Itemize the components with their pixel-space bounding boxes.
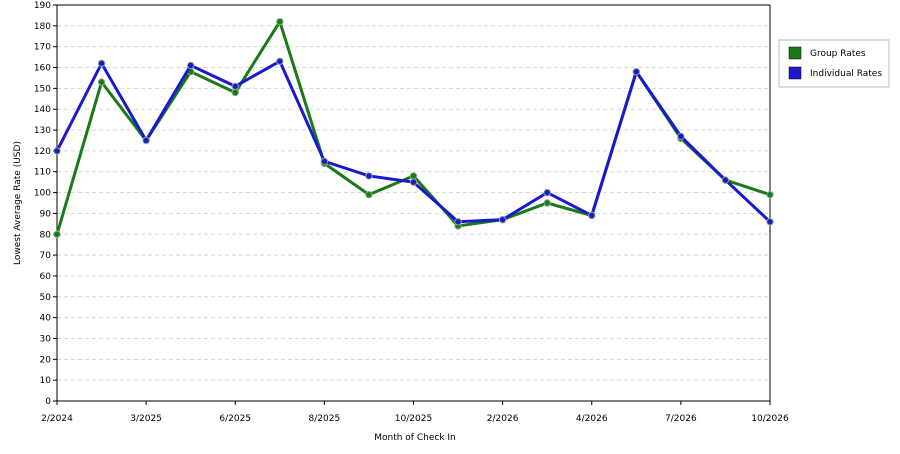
data-point (97, 78, 106, 86)
data-point (320, 157, 329, 166)
y-tick-label: 30 (40, 334, 52, 344)
data-point (365, 172, 373, 180)
data-point (186, 61, 195, 70)
x-tick-label: 6/2025 (219, 414, 251, 424)
data-point (231, 88, 239, 97)
y-tick-label: 130 (34, 126, 51, 136)
y-tick-label: 150 (34, 84, 51, 94)
data-point (766, 190, 774, 199)
y-axis-label: Lowest Average Rate (USD) (13, 141, 23, 265)
data-point (231, 82, 239, 90)
y-tick-label: 50 (40, 293, 52, 303)
y-tick-label: 70 (40, 251, 52, 261)
y-tick-label: 120 (34, 147, 51, 157)
y-tick-label: 110 (34, 168, 51, 178)
data-point (276, 17, 284, 26)
data-point (543, 199, 551, 207)
data-point (276, 57, 284, 65)
x-tick-label: 4/2026 (576, 414, 608, 424)
y-tick-label: 80 (40, 230, 52, 240)
y-tick-label: 140 (34, 105, 51, 115)
y-tick-label: 20 (40, 355, 52, 365)
data-point (409, 172, 418, 180)
legend-swatch (788, 46, 802, 60)
data-point (409, 178, 418, 186)
data-point (53, 147, 61, 155)
data-point (454, 218, 462, 226)
data-point (721, 176, 730, 184)
x-tick-label: 8/2025 (309, 414, 341, 424)
data-point (588, 211, 596, 220)
x-tick-label: 7/2026 (665, 414, 697, 424)
y-tick-label: 190 (34, 1, 51, 11)
data-point (498, 215, 507, 224)
x-axis-label: Month of Check In (374, 433, 456, 443)
data-point (142, 136, 150, 145)
legend-label: Individual Rates (810, 69, 882, 79)
y-tick-label: 0 (45, 397, 51, 407)
x-tick-label: 10/2026 (751, 414, 789, 424)
y-tick-label: 10 (40, 376, 52, 386)
x-tick-label: 10/2025 (395, 414, 432, 424)
x-tick-label: 2/2024 (41, 414, 73, 424)
y-tick-label: 40 (40, 314, 52, 324)
data-point (632, 67, 641, 76)
data-point (766, 218, 774, 226)
y-tick-label: 100 (34, 189, 51, 199)
y-tick-label: 160 (34, 64, 51, 74)
y-tick-label: 180 (34, 22, 51, 32)
plot-area (57, 5, 770, 401)
data-point (543, 188, 551, 197)
y-tick-label: 170 (34, 43, 51, 53)
data-point (53, 230, 61, 238)
x-tick-label: 2/2026 (487, 414, 519, 424)
legend-swatch (788, 66, 802, 80)
legend-label: Group Rates (810, 49, 866, 59)
data-point (365, 190, 373, 199)
y-tick-label: 90 (40, 209, 52, 219)
x-tick-label: 3/2025 (130, 414, 162, 424)
data-point (677, 132, 685, 141)
y-tick-label: 60 (40, 272, 52, 282)
data-point (97, 59, 106, 68)
